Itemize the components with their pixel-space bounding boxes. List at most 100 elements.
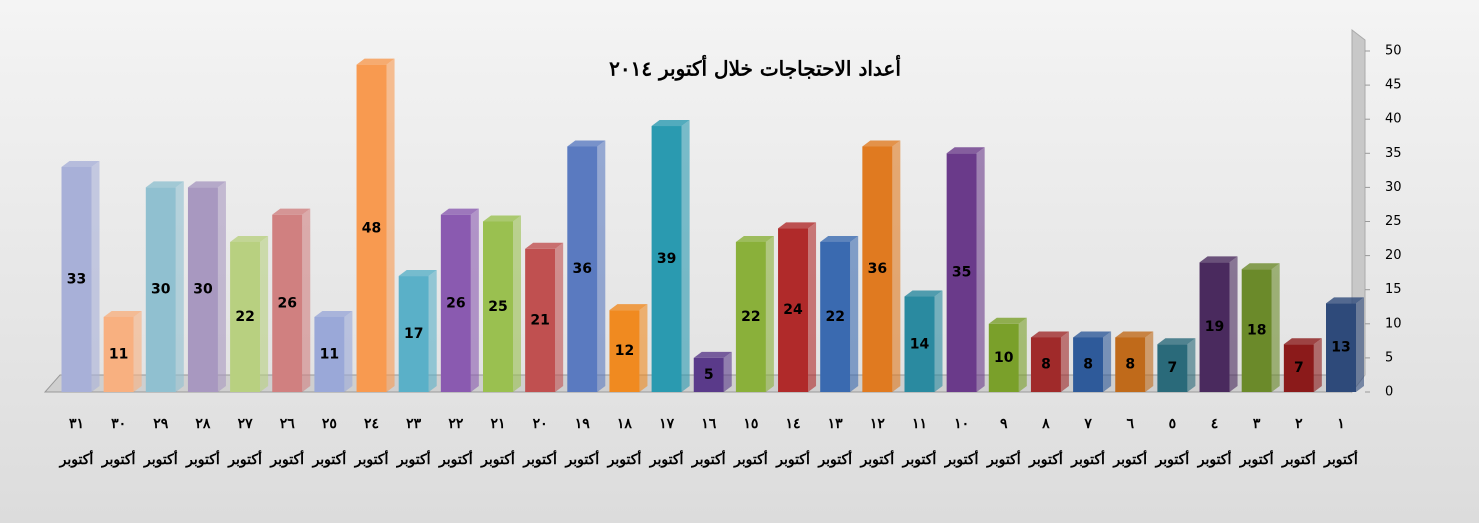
bar-side — [1356, 297, 1364, 392]
x-tick-label: ٤ أكتوبر — [1197, 416, 1232, 468]
value-label: 10 — [994, 350, 1014, 366]
bar-top — [187, 181, 226, 188]
bar-side — [681, 120, 690, 393]
bar-top — [988, 317, 1027, 324]
bar — [1199, 262, 1230, 392]
bar-side — [302, 208, 311, 392]
value-label: 8 — [1125, 357, 1135, 373]
bar — [314, 316, 345, 392]
x-tick-label: ٨ أكتوبر — [1029, 416, 1063, 468]
bar-side — [175, 181, 184, 392]
bar-top — [1115, 331, 1154, 338]
bar-top — [61, 160, 100, 167]
bar-top — [272, 208, 311, 215]
bar — [187, 187, 218, 392]
x-tick-label: ١٩ أكتوبر — [565, 416, 600, 468]
bar-top — [820, 235, 859, 242]
bar-top — [1283, 338, 1322, 345]
bar-side — [1060, 331, 1069, 392]
bar-top — [946, 147, 985, 154]
x-tick-label: ١٦ أكتوبر — [691, 416, 726, 468]
bar-top — [1157, 338, 1196, 345]
x-tick-label: ١٨ أكتوبر — [607, 416, 642, 468]
chart-title: أعداد الاحتجاجات خلال أكتوبر ٢٠١٤ — [609, 55, 901, 82]
bar-top — [693, 351, 732, 358]
bar-side — [470, 208, 479, 392]
bar-side — [597, 140, 606, 392]
value-label: 33 — [67, 271, 86, 287]
bar — [1157, 344, 1188, 392]
bar-side — [934, 290, 943, 392]
bar-top — [1030, 331, 1069, 338]
x-tick-label: ١٤ أكتوبر — [776, 416, 810, 468]
x-tick-label: ٢٠ أكتوبر — [523, 416, 557, 468]
value-label: 14 — [910, 336, 930, 352]
bar-side — [133, 310, 142, 392]
bar-side — [808, 222, 817, 392]
bar — [862, 146, 893, 392]
x-tick-label: ٩ أكتوبر — [986, 416, 1021, 468]
bar — [525, 248, 556, 392]
bar-top — [1199, 256, 1238, 263]
bar — [440, 214, 471, 392]
x-tick-label: ٣١ أكتوبر — [59, 416, 94, 468]
x-tick-label: ٢٥ أكتوبر — [312, 416, 347, 468]
y-tick-label: 5 — [1385, 350, 1393, 365]
bar-top — [1073, 331, 1112, 338]
bar — [1241, 269, 1272, 392]
x-tick-label: ٧ أكتوبر — [1071, 416, 1105, 468]
x-tick-label: ١٣ أكتوبر — [818, 416, 852, 468]
bar-side — [976, 147, 985, 392]
value-label: 26 — [278, 295, 297, 311]
y-tick-label: 20 — [1385, 248, 1402, 263]
x-tick-label: ٢٩ أكتوبر — [143, 416, 178, 468]
value-label: 26 — [446, 295, 465, 311]
bar-side — [1145, 331, 1154, 392]
bar-top — [1326, 297, 1364, 304]
value-label: 25 — [488, 299, 507, 315]
x-tick-label: ١٢ أكتوبر — [860, 416, 895, 468]
value-label: 30 — [193, 282, 213, 298]
bar — [778, 228, 809, 392]
x-tick-label: ٥ أكتوبر — [1155, 416, 1190, 468]
x-tick-label: ١٠ أكتوبر — [944, 416, 979, 468]
x-tick-label: ٢٢ أكتوبر — [439, 416, 473, 468]
y-tick-label: 35 — [1385, 146, 1402, 161]
bar — [820, 241, 851, 392]
bar-side — [555, 242, 564, 392]
bar-side — [892, 140, 901, 392]
bar — [693, 357, 724, 392]
bar-side — [217, 181, 226, 392]
y-tick-label: 25 — [1385, 214, 1402, 229]
bar-top — [525, 242, 564, 249]
bar — [988, 323, 1019, 392]
y-tick-label: 0 — [1385, 385, 1393, 400]
bar — [1115, 337, 1146, 392]
x-tick-label: ٣٠ أكتوبر — [101, 416, 136, 468]
x-tick-label: ٢٣ أكتوبر — [396, 416, 431, 468]
bar-side — [513, 215, 521, 392]
x-tick-label: ٢٧ أكتوبر — [228, 416, 262, 468]
value-label: 13 — [1331, 340, 1350, 356]
bar-side — [639, 304, 648, 392]
bar-side — [1103, 331, 1112, 392]
bar-side — [850, 235, 859, 392]
bar-top — [904, 290, 943, 297]
x-tick-label: ٢٤ أكتوبر — [354, 416, 389, 468]
bar — [904, 296, 935, 392]
bar — [483, 221, 513, 392]
bar — [651, 126, 682, 393]
bar-side — [1271, 263, 1280, 392]
value-label: 36 — [868, 261, 887, 277]
bar — [61, 166, 92, 392]
value-label: 24 — [783, 302, 803, 318]
bar — [356, 64, 387, 392]
bar-top — [398, 270, 437, 277]
bar-side — [723, 351, 732, 392]
value-label: 36 — [573, 261, 592, 277]
value-label: 30 — [151, 282, 171, 298]
bar-top — [356, 58, 395, 65]
bar — [1030, 337, 1061, 392]
bar-top — [103, 310, 142, 317]
